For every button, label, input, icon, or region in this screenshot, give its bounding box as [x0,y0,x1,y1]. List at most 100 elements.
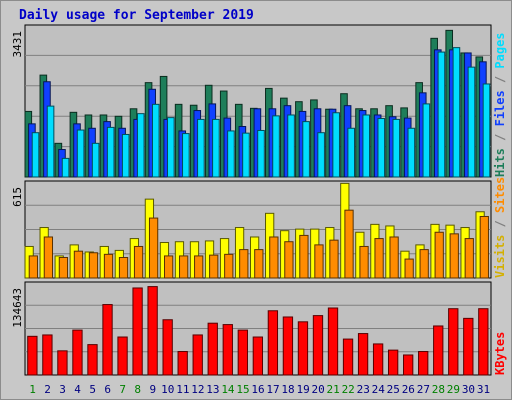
x-tick-day-20: 20 [312,383,325,396]
bar-sites-day-18 [284,241,294,279]
bar-sites-day-8 [133,245,144,279]
bar-kbytes-day-20 [312,315,324,376]
bar-pages-day-31 [482,83,491,178]
x-tick-day-26: 26 [402,383,415,396]
bar-pages-day-19 [302,121,310,178]
bar-pages-day-14 [227,130,235,178]
bar-sites-day-20 [314,244,324,279]
bar-pages-day-8 [136,113,145,178]
bar-pages-day-2 [46,105,55,178]
x-tick-day-19: 19 [296,383,309,396]
x-tick-day-22: 22 [342,383,355,396]
x-tick-day-1: 1 [29,383,36,396]
bar-kbytes-day-29 [448,308,459,376]
bar-kbytes-day-22 [342,338,354,376]
bar-pages-day-27 [422,103,431,178]
bar-kbytes-day-2 [42,334,53,376]
x-tick-day-24: 24 [372,383,386,396]
bar-kbytes-day-23 [357,333,369,376]
chart-title: Daily usage for September 2019 [19,8,254,23]
bar-sites-day-27 [419,249,429,279]
bar-sites-day-16 [254,249,264,279]
bar-pages-day-3 [61,157,70,178]
bar-sites-day-10 [164,255,174,279]
bar-pages-day-1 [31,132,40,178]
bar-kbytes-day-14 [222,324,233,376]
bar-pages-day-16 [257,129,265,178]
x-tick-day-15: 15 [236,383,249,396]
bar-kbytes-day-24 [372,343,384,376]
panel-0-axis-legend: Hits / Files / Pages [493,32,507,177]
panel-0-ymax-label: 3431 [11,31,24,58]
bar-kbytes-day-6 [102,304,113,376]
bar-pages-day-20 [317,132,325,178]
bar-pages-day-6 [106,126,115,178]
bar-pages-day-4 [76,129,85,178]
x-tick-day-6: 6 [104,383,111,396]
axis-legend-part-1: / [493,213,507,235]
bar-sites-day-28 [434,231,444,279]
x-tick-day-3: 3 [59,383,66,396]
bar-kbytes-day-16 [252,336,264,376]
bar-pages-day-18 [287,114,295,178]
bar-pages-day-28 [437,51,446,178]
bar-sites-day-13 [209,254,219,279]
axis-legend-part-3: / [493,69,507,91]
x-tick-day-9: 9 [149,383,156,396]
bar-sites-day-21 [329,239,339,279]
bar-pages-day-30 [467,66,476,178]
x-tick-day-10: 10 [161,383,174,396]
bar-sites-day-17 [269,236,279,279]
bar-sites-day-31 [479,215,489,279]
x-tick-day-30: 30 [462,383,475,396]
bar-kbytes-day-28 [433,325,444,376]
bar-sites-day-25 [389,236,399,279]
x-tick-day-11: 11 [176,383,189,396]
x-tick-day-27: 27 [417,383,430,396]
bar-pages-day-21 [332,112,340,178]
bar-kbytes-day-26 [403,354,414,376]
x-tick-day-25: 25 [387,383,400,396]
axis-legend-part-1: / [493,126,507,148]
bar-sites-day-26 [404,258,414,279]
bar-kbytes-day-5 [87,344,98,376]
bar-kbytes-day-19 [297,321,309,376]
bar-sites-day-1 [28,255,38,279]
bar-kbytes-day-17 [267,310,279,376]
bar-sites-day-24 [374,238,384,279]
bar-kbytes-day-12 [192,334,203,376]
x-tick-day-13: 13 [206,383,219,396]
panel-2-ymax-label: 134643 [11,288,24,328]
bar-sites-day-15 [239,249,249,279]
bar-pages-day-13 [212,118,220,178]
bar-sites-day-30 [464,238,474,279]
panel-2-axis-legend: KBytes [493,332,507,375]
x-tick-day-16: 16 [251,383,264,396]
x-tick-day-18: 18 [281,383,294,396]
bar-sites-day-12 [194,255,204,279]
bar-kbytes-day-15 [237,329,248,376]
axis-legend-part-0: Hits [493,148,507,177]
bar-pages-day-26 [407,127,416,178]
bar-sites-day-22 [344,209,354,279]
bar-kbytes-day-1 [27,335,38,376]
bar-sites-day-19 [299,234,309,279]
bar-kbytes-day-30 [463,317,474,376]
bar-pages-day-5 [91,142,100,178]
axis-legend-part-2: Sites [493,177,507,213]
x-tick-day-8: 8 [134,383,141,396]
bar-pages-day-7 [121,133,130,178]
bar-pages-day-15 [242,132,250,178]
bar-sites-day-14 [224,253,234,279]
bar-kbytes-day-18 [282,316,294,376]
bar-pages-day-11 [182,133,190,178]
bar-pages-day-10 [167,117,175,178]
bar-kbytes-day-9 [147,286,158,376]
bar-sites-day-29 [449,233,459,279]
bar-sites-day-9 [148,217,159,279]
bar-sites-day-3 [58,257,69,279]
bar-pages-day-23 [362,114,371,178]
bar-kbytes-day-27 [418,351,429,376]
